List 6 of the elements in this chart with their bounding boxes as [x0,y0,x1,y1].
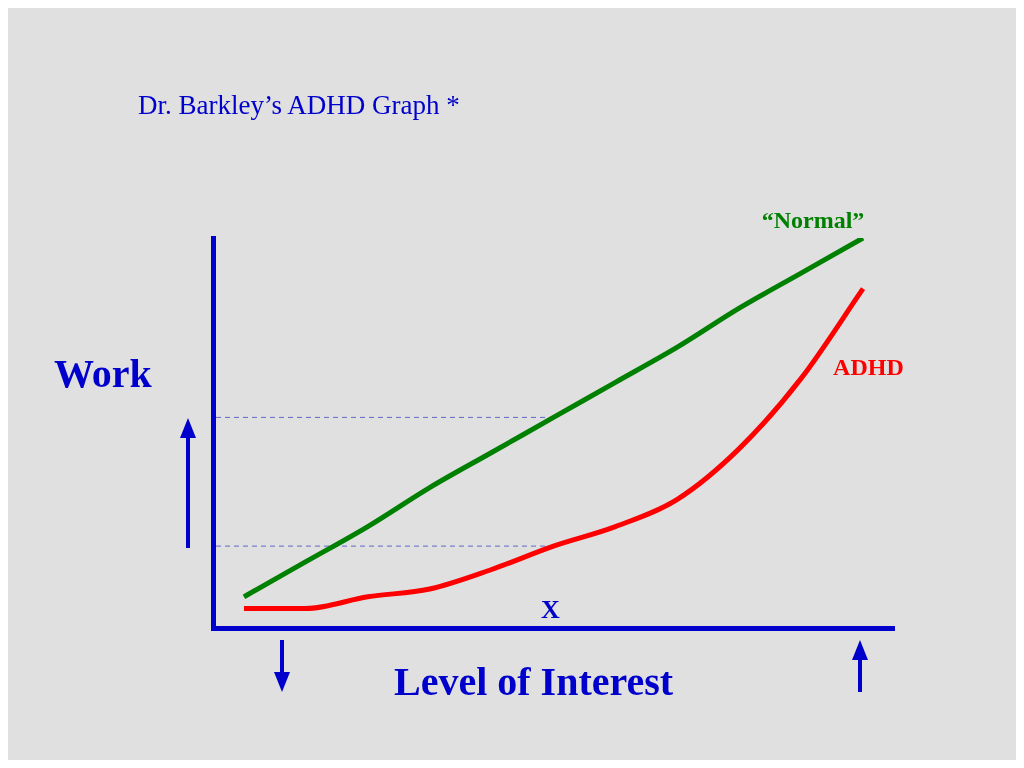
x-axis-title: Level of Interest [394,658,674,705]
annotation: X [541,594,561,624]
series-label: ADHD [833,353,904,380]
series-label: “Normal” [761,207,865,234]
y-axis-title: Work [54,350,152,397]
chart-title: Dr. Barkley’s ADHD Graph * [138,90,460,121]
